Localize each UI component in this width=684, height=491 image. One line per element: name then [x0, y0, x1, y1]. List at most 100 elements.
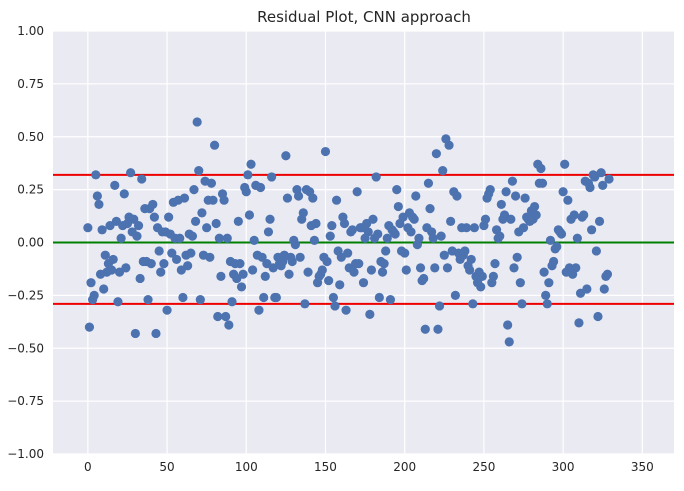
data-point — [246, 159, 256, 169]
data-point — [596, 168, 606, 178]
data-point — [339, 218, 350, 229]
data-point — [211, 218, 221, 229]
data-point — [520, 193, 530, 203]
chart-title: Residual Plot, CNN approach — [257, 8, 471, 26]
data-point — [216, 271, 226, 281]
data-point — [233, 216, 243, 226]
data-point — [327, 220, 337, 231]
data-point — [335, 280, 345, 290]
data-point — [390, 229, 400, 239]
data-point — [259, 292, 269, 303]
data-point — [468, 299, 478, 309]
data-point — [195, 295, 205, 305]
y-tick-label: 0.75 — [17, 77, 44, 91]
data-point — [132, 231, 142, 241]
data-point — [579, 210, 589, 220]
data-point — [401, 265, 411, 275]
data-point — [271, 292, 281, 303]
data-point — [129, 214, 139, 224]
data-point — [414, 233, 424, 243]
data-point — [529, 201, 540, 212]
data-point — [238, 269, 248, 279]
data-point — [504, 337, 514, 347]
x-tick-label: 50 — [159, 460, 174, 474]
data-point — [284, 269, 294, 279]
data-point — [377, 267, 388, 277]
data-point — [515, 278, 525, 288]
grid-layer — [53, 30, 674, 455]
y-tick-label: −0.25 — [7, 288, 44, 302]
data-point — [205, 252, 215, 262]
data-point — [171, 254, 182, 265]
data-point — [192, 117, 202, 127]
data-point — [130, 328, 140, 339]
data-point — [189, 185, 199, 195]
data-point — [311, 218, 321, 229]
data-point — [599, 284, 609, 294]
data-point — [371, 172, 381, 182]
data-point — [186, 248, 196, 258]
data-point — [320, 146, 331, 157]
data-point — [91, 170, 101, 180]
data-point — [425, 204, 435, 214]
data-point — [107, 265, 117, 275]
data-point — [219, 195, 229, 205]
data-point — [490, 259, 500, 269]
data-point — [507, 176, 518, 186]
data-point — [330, 301, 340, 311]
data-point — [254, 305, 264, 315]
data-point — [506, 214, 516, 224]
data-point — [560, 159, 570, 169]
data-point — [512, 252, 522, 262]
data-point — [86, 278, 96, 288]
data-point — [83, 223, 93, 233]
data-point — [477, 271, 487, 281]
data-point — [331, 195, 342, 205]
data-point — [241, 187, 251, 197]
data-point — [476, 282, 486, 292]
data-point — [224, 320, 234, 330]
data-point — [202, 223, 212, 233]
data-point — [214, 233, 224, 243]
data-point — [593, 311, 603, 322]
data-point — [509, 263, 519, 273]
data-point — [419, 273, 429, 284]
data-point — [156, 267, 166, 277]
data-point — [485, 185, 495, 195]
data-point — [545, 235, 556, 245]
x-tick-label: 300 — [552, 460, 575, 474]
data-point — [255, 182, 266, 193]
data-point — [119, 189, 129, 199]
data-point — [571, 263, 581, 273]
data-point — [317, 265, 327, 275]
data-point — [569, 210, 579, 220]
data-point — [197, 208, 207, 218]
data-point — [281, 151, 291, 161]
data-point — [227, 297, 237, 307]
data-point — [549, 256, 559, 267]
data-point — [308, 193, 318, 203]
data-point — [450, 290, 460, 300]
data-point — [536, 163, 546, 174]
data-point — [585, 182, 595, 193]
data-point — [206, 178, 217, 188]
data-point — [431, 149, 441, 159]
x-tick-label: 350 — [631, 460, 654, 474]
data-point — [343, 248, 353, 258]
data-point — [495, 231, 505, 241]
data-point — [309, 235, 319, 245]
data-point — [385, 295, 396, 305]
data-point — [537, 178, 548, 188]
data-point — [282, 193, 293, 203]
data-point — [503, 320, 513, 330]
y-tick-label: 0.50 — [17, 130, 44, 144]
data-point — [558, 187, 568, 197]
data-point — [539, 267, 549, 277]
y-tick-label: 0.00 — [17, 236, 44, 250]
data-point — [406, 227, 416, 237]
y-tick-label: −1.00 — [7, 447, 44, 461]
data-point — [159, 259, 169, 269]
data-point — [591, 246, 601, 256]
data-point — [89, 290, 99, 300]
